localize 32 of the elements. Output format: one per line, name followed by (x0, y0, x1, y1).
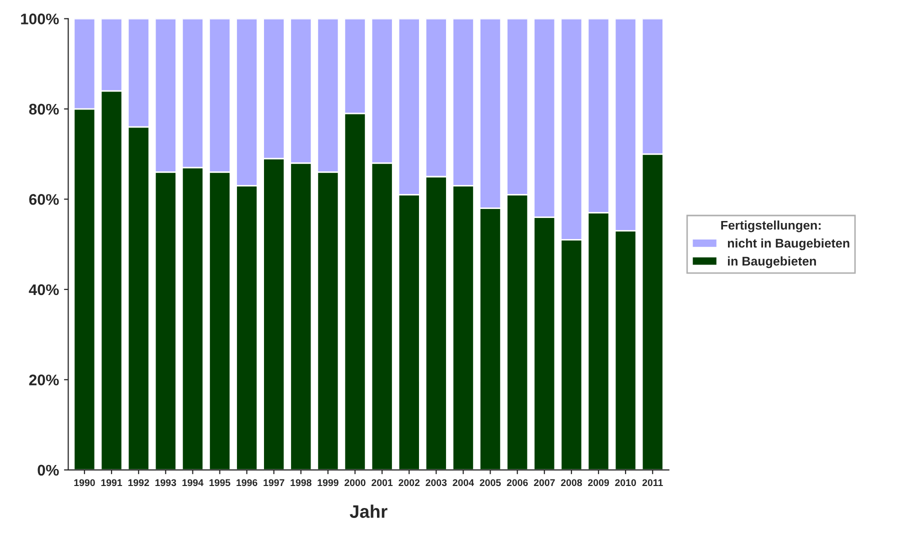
x-tick-label: 1997 (264, 479, 284, 486)
x-axis-title: Jahr (350, 504, 388, 518)
y-tick-label: 0% (38, 464, 59, 476)
x-tick-label: 2005 (480, 479, 501, 486)
x-tick-label: 1994 (182, 479, 204, 486)
x-tick-label: 2003 (426, 479, 447, 486)
x-tick-label: 2009 (588, 479, 609, 486)
x-tick-label: 2000 (344, 479, 366, 486)
x-tick-label: 2011 (642, 479, 663, 486)
legend-label: in Baugebieten (728, 256, 816, 268)
x-tick-label: 1995 (210, 479, 230, 486)
y-tick-label: 40% (28, 284, 59, 296)
x-tick-label: 2007 (534, 479, 555, 486)
x-tick-label: 2008 (560, 479, 582, 486)
y-tick-label: 100% (21, 14, 59, 24)
x-tick-label: 1999 (318, 479, 338, 486)
y-tick-label: 60% (29, 194, 59, 205)
x-tick-label: 1998 (290, 479, 312, 486)
x-tick-label: 2004 (452, 479, 474, 486)
x-tick-label: 1993 (155, 479, 176, 486)
x-tick-label: 1996 (236, 479, 258, 486)
legend-title: Fertigstellungen: (721, 220, 821, 232)
x-tick-label: 2001 (372, 479, 393, 486)
x-tick-label: 1990 (74, 479, 95, 486)
y-tick-label: 80% (29, 104, 59, 115)
x-tick-label: 1991 (101, 479, 122, 486)
x-tick-label: 1992 (128, 479, 150, 486)
x-tick-label: 2010 (615, 479, 636, 486)
legend-label: nicht in Baugebieten (728, 238, 850, 250)
x-tick-label: 2002 (398, 479, 420, 486)
x-tick-label: 2006 (506, 479, 528, 486)
y-tick-label: 20% (29, 374, 59, 386)
